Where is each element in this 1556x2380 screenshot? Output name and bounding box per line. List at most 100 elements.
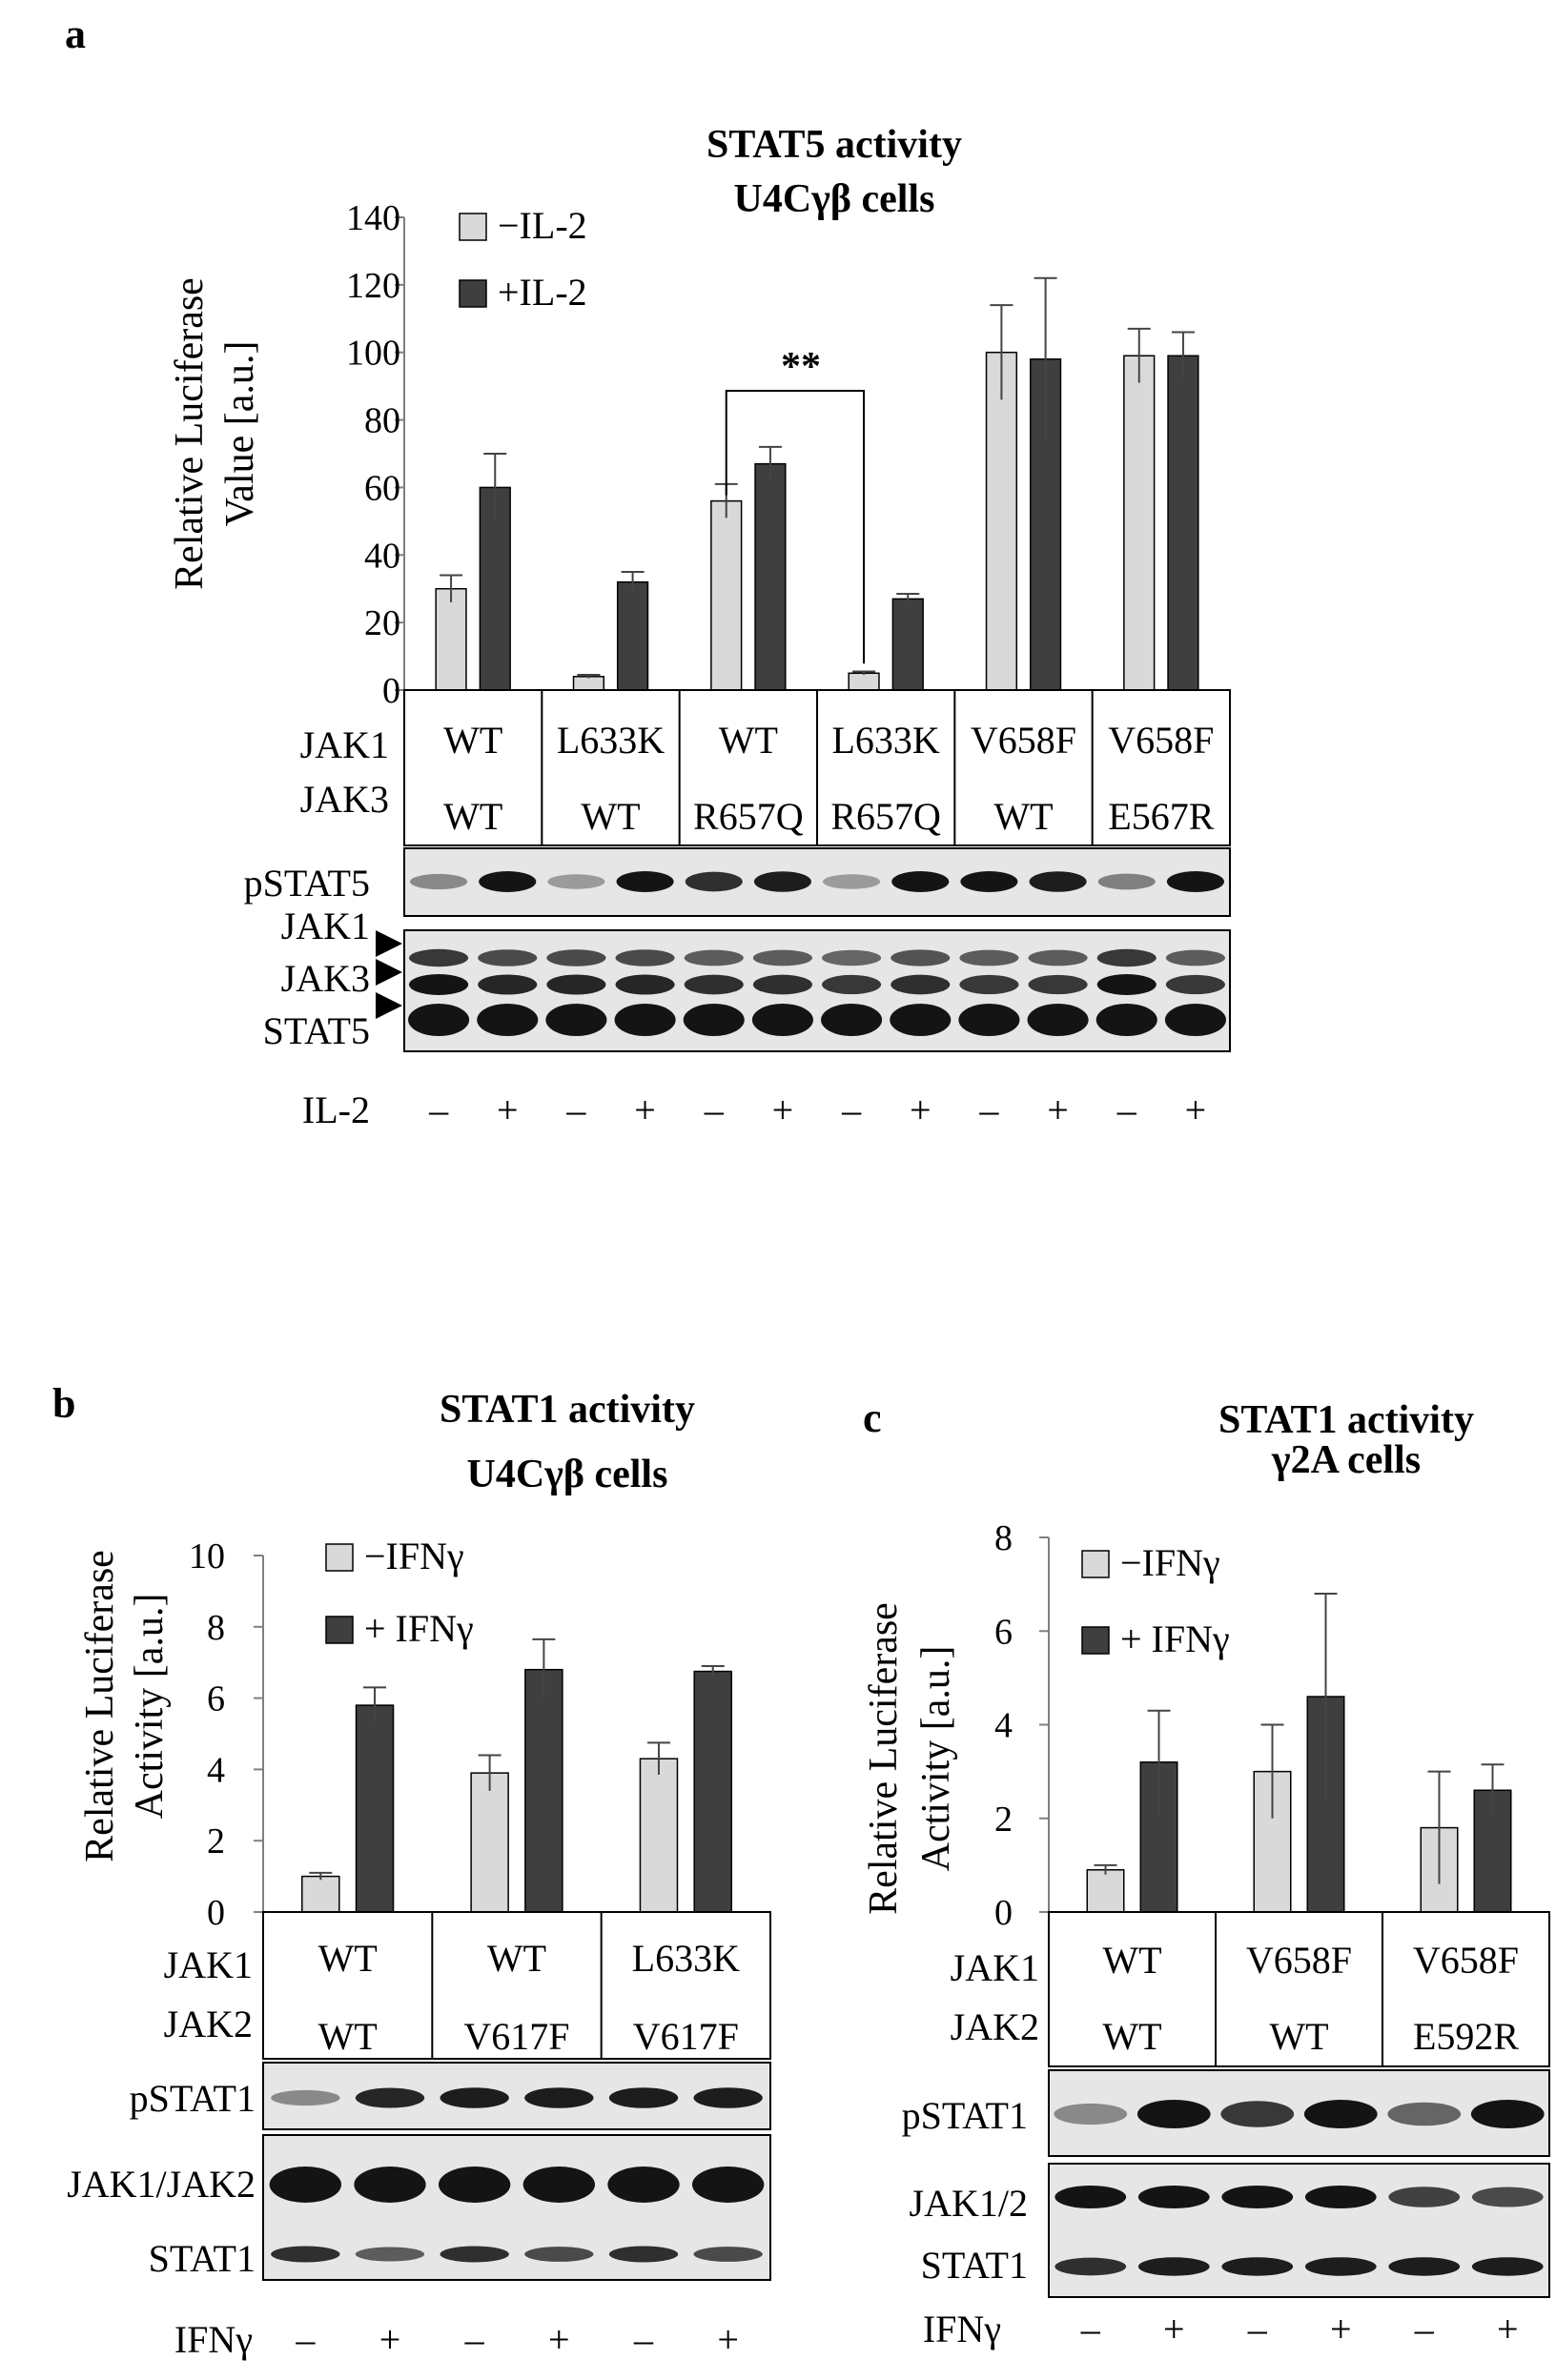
treatment-sign: –	[565, 1088, 586, 1131]
y-tick-label: 6	[994, 1612, 1013, 1652]
genotype-jak-b: E592R	[1413, 2015, 1519, 2058]
treatment-sign: +	[717, 2318, 739, 2361]
blot-band	[270, 2166, 341, 2203]
blot-band	[1029, 975, 1088, 994]
bar-untreated	[987, 353, 1017, 690]
genotype-jak-a: L633K	[557, 719, 665, 762]
treatment-sign: –	[1116, 1088, 1137, 1131]
blot-band	[684, 1004, 745, 1036]
significance-label: **	[781, 345, 821, 389]
treatment-sign: +	[634, 1088, 656, 1131]
bar-treated	[694, 1672, 731, 1912]
blot-band	[439, 2166, 510, 2203]
blot-band	[1054, 2104, 1127, 2125]
legend-swatch	[326, 1544, 353, 1571]
blot-band	[958, 1004, 1019, 1036]
blot-band	[1096, 1004, 1157, 1036]
bar-untreated	[574, 677, 604, 690]
legend-swatch	[460, 280, 486, 307]
y-tick-label: 120	[346, 266, 400, 306]
blot-band	[694, 2087, 763, 2108]
chart-title-line: STAT1 activity	[440, 1388, 695, 1432]
blot-band	[524, 2247, 593, 2262]
western-blot-panel	[1049, 2164, 1549, 2297]
legend-label: + IFNγ	[364, 1607, 474, 1650]
blot-band	[615, 1004, 676, 1036]
row-label-jak-b: JAK3	[300, 778, 389, 821]
treatment-sign: –	[464, 2318, 485, 2361]
blot-band	[356, 2087, 424, 2107]
blot-label: JAK1/2	[910, 2182, 1028, 2225]
blot-band	[1304, 2100, 1378, 2128]
treatment-sign: –	[428, 1088, 449, 1131]
genotype-jak-a: WT	[487, 1937, 546, 1980]
genotype-jak-b: R657Q	[830, 795, 941, 838]
bar-treated	[618, 582, 648, 690]
western-blot-panel	[263, 2135, 770, 2280]
bar-untreated	[1124, 356, 1155, 690]
genotype-jak-b: WT	[1102, 2015, 1161, 2058]
genotype-jak-b: R657Q	[693, 795, 804, 838]
blot-band	[1305, 2257, 1377, 2276]
blot-band	[1054, 2258, 1126, 2276]
blot-band	[409, 949, 468, 966]
blot-band	[1472, 2187, 1544, 2207]
y-tick-label: 2	[994, 1800, 1013, 1840]
blot-band	[546, 974, 605, 994]
blot-label: pSTAT1	[902, 2094, 1028, 2137]
legend-label: +IL-2	[498, 271, 587, 314]
row-label-jak-a: JAK1	[300, 723, 389, 766]
blot-band	[1138, 2186, 1210, 2208]
bar-treated	[892, 599, 923, 690]
chart-title-line: U4Cγβ cells	[734, 177, 935, 221]
genotype-jak-b: WT	[443, 795, 502, 838]
treatment-sign: +	[548, 2318, 570, 2361]
genotype-jak-b: V617F	[463, 2015, 569, 2058]
blot-band	[692, 2166, 764, 2203]
blot-band	[545, 1004, 606, 1036]
bar-untreated	[471, 1773, 508, 1912]
blot-band	[891, 975, 950, 995]
treatment-sign: –	[978, 1088, 999, 1131]
y-tick-label: 8	[207, 1608, 225, 1648]
blot-band	[609, 2247, 678, 2263]
blot-band	[1166, 975, 1225, 994]
chart-title-line: STAT5 activity	[706, 123, 962, 167]
blot-band	[822, 950, 881, 966]
blot-band	[686, 872, 743, 892]
y-tick-label: 6	[207, 1679, 225, 1719]
y-axis-label-line: Relative Luciferase	[78, 1550, 122, 1862]
blot-band	[1165, 1004, 1226, 1036]
genotype-jak-b: WT	[993, 795, 1053, 838]
bar-treated	[1168, 356, 1198, 690]
blot-band	[354, 2166, 425, 2203]
blot-label: STAT5	[263, 1009, 370, 1052]
blot-band	[754, 871, 811, 892]
blot-band	[1166, 950, 1225, 966]
treatment-label: IFNγ	[923, 2308, 1001, 2350]
treatment-sign: +	[1330, 2308, 1352, 2350]
genotype-jak-b: E567R	[1108, 795, 1214, 838]
y-tick-label: 20	[364, 603, 400, 643]
blot-band	[440, 2247, 509, 2263]
bar-untreated	[849, 673, 879, 690]
blot-band	[1221, 2257, 1293, 2276]
y-axis-label-line: Relative Luciferase	[168, 277, 212, 590]
blot-band	[822, 975, 881, 994]
genotype-jak-a: L633K	[632, 1937, 740, 1980]
blot-band	[823, 874, 880, 888]
blot-band	[1472, 2257, 1544, 2276]
blot-label: JAK1/JAK2	[67, 2163, 256, 2206]
bar-treated	[357, 1705, 394, 1912]
blot-band	[1030, 871, 1087, 892]
blot-band	[694, 2247, 763, 2262]
blot-band	[477, 1004, 538, 1036]
chart-title-line: STAT1 activity	[1218, 1398, 1474, 1442]
row-label-jak-b: JAK2	[951, 2005, 1039, 2048]
genotype-jak-a: V658F	[1246, 1939, 1352, 1982]
blot-band	[1388, 2187, 1460, 2207]
legend-label: −IFNγ	[364, 1535, 464, 1577]
genotype-jak-a: WT	[719, 719, 778, 762]
genotype-jak-a: V658F	[1108, 719, 1214, 762]
y-tick-label: 4	[207, 1750, 225, 1790]
